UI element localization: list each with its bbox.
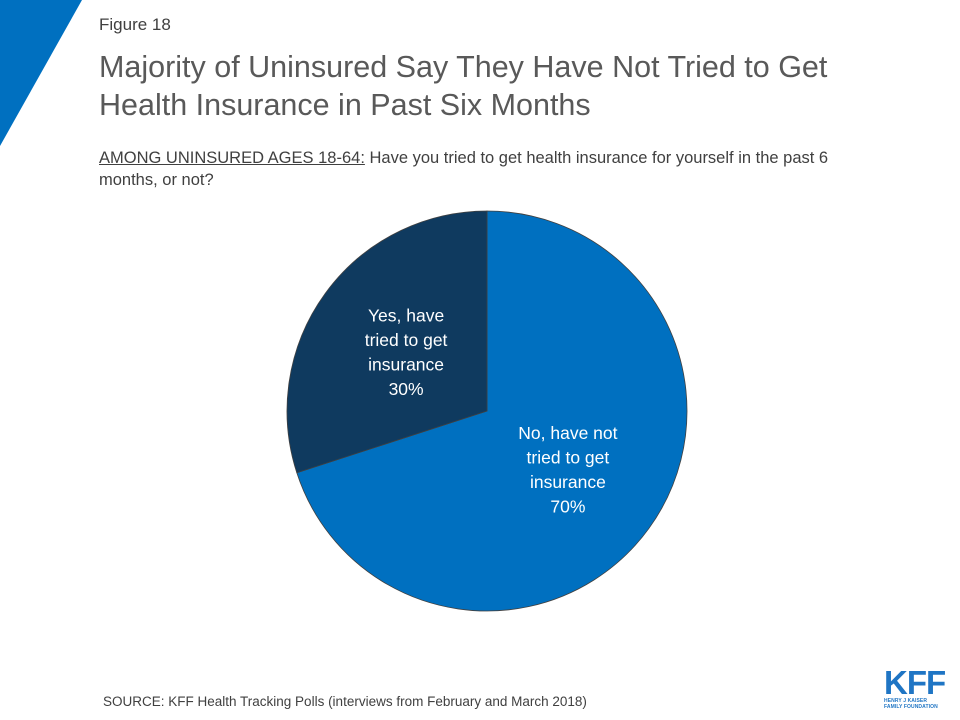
slice-label: insurance bbox=[530, 472, 606, 492]
subtitle-prefix: AMONG UNINSURED AGES 18-64: bbox=[99, 149, 365, 167]
logo-line-2: FAMILY FOUNDATION bbox=[884, 704, 938, 710]
slice-label: No, have not bbox=[518, 423, 617, 443]
slice-value-label: 70% bbox=[550, 497, 585, 517]
kff-logo: KFF HENRY J KAISER FAMILY FOUNDATION bbox=[884, 664, 948, 710]
pie-slice bbox=[296, 210, 688, 612]
subtitle-text: Have you tried to get health insurance f… bbox=[99, 149, 829, 189]
slice-label: tried to get bbox=[527, 448, 610, 468]
slice-label: tried to get bbox=[365, 330, 448, 350]
logo-mark: KFF bbox=[884, 664, 946, 701]
chart-subtitle: AMONG UNINSURED AGES 18-64: Have you tri… bbox=[99, 147, 879, 191]
pie-slice bbox=[286, 210, 488, 474]
logo-line-1: HENRY J KAISER bbox=[884, 698, 928, 704]
slice-label: Yes, have bbox=[368, 305, 444, 325]
source-note: SOURCE: KFF Health Tracking Polls (inter… bbox=[103, 694, 587, 709]
slice-value-label: 30% bbox=[389, 379, 424, 399]
slice-label: insurance bbox=[368, 354, 444, 374]
chart-title: Majority of Uninsured Say They Have Not … bbox=[99, 50, 828, 122]
figure-label: Figure 18 bbox=[99, 15, 171, 34]
corner-accent-shape bbox=[0, 0, 82, 146]
